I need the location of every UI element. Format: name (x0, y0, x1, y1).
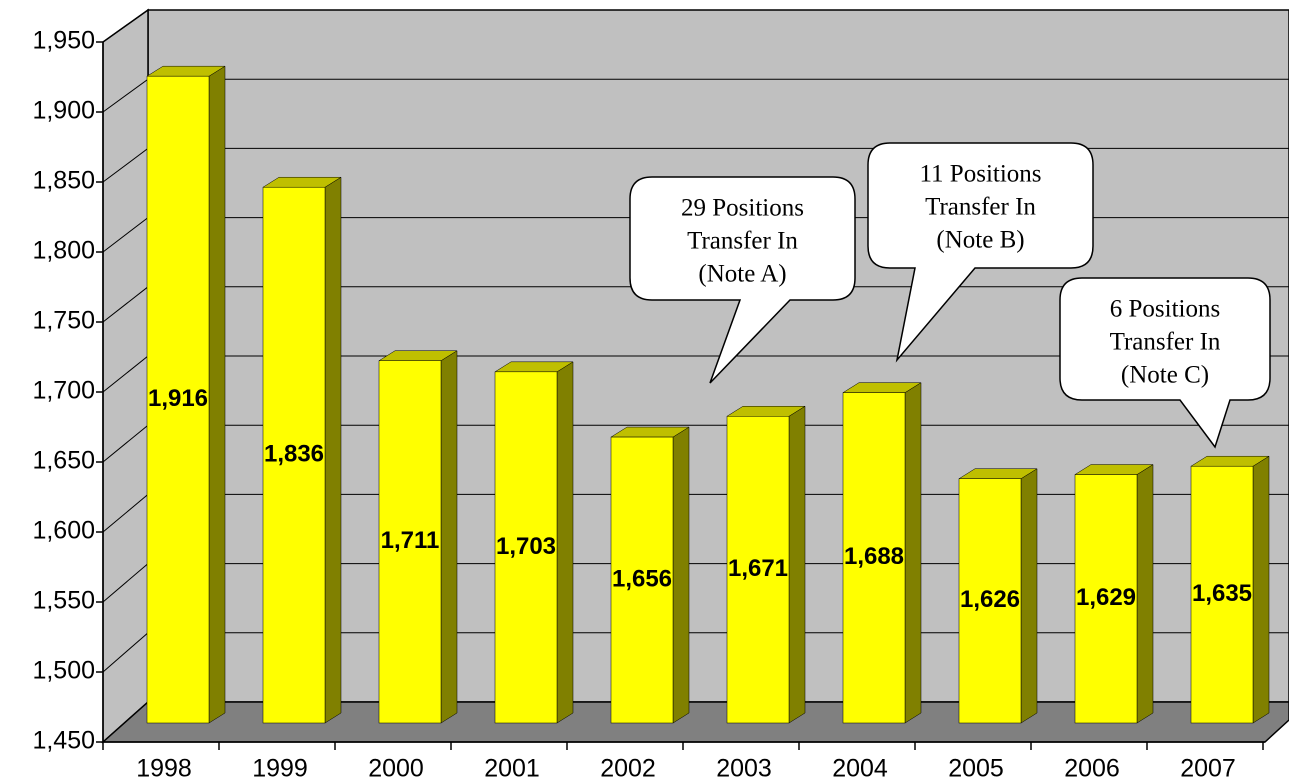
y-tick-label: 1,750 (32, 307, 95, 335)
bar (1074, 474, 1138, 724)
bar-side (1020, 468, 1038, 724)
annotation-text: (Note A) (698, 261, 786, 288)
y-tick-label: 1,700 (32, 377, 95, 405)
annotation-text: (Note B) (936, 227, 1024, 254)
value-label: 1,635 (1192, 580, 1252, 607)
bar-side (672, 426, 690, 724)
x-tick-label: 2001 (484, 755, 540, 782)
x-tick-label: 2005 (948, 755, 1004, 782)
bar-side (324, 176, 342, 724)
y-tick-label: 1,500 (32, 657, 95, 685)
bar-side (208, 65, 226, 724)
value-label: 1,671 (728, 555, 788, 582)
y-tick-label: 1,450 (32, 727, 95, 755)
callout (629, 176, 856, 384)
bar (1190, 465, 1254, 724)
value-label: 1,836 (264, 440, 324, 467)
bar (726, 416, 790, 724)
annotation-text: Transfer In (687, 228, 798, 255)
bar-side (440, 350, 458, 724)
value-label: 1,656 (612, 565, 672, 592)
x-tick-label: 1999 (252, 755, 308, 782)
bar-side (788, 405, 806, 724)
y-tick-label: 1,800 (32, 237, 95, 265)
bar-side (904, 382, 922, 724)
annotation-text: 6 Positions (1110, 296, 1220, 323)
x-tick-label: 2002 (600, 755, 656, 782)
value-label: 1,916 (148, 385, 208, 412)
y-tick-label: 1,600 (32, 517, 95, 545)
bar (378, 360, 442, 724)
bar (610, 436, 674, 724)
x-tick-label: 2007 (1180, 755, 1236, 782)
y-tick-label: 1,950 (32, 27, 95, 55)
y-tick-label: 1,550 (32, 587, 95, 615)
callout (1059, 277, 1271, 449)
y-tick-label: 1,650 (32, 447, 95, 475)
annotation-text: 11 Positions (919, 161, 1041, 188)
annotation-text: Transfer In (925, 194, 1036, 221)
x-tick-label: 2004 (832, 755, 888, 782)
bar-side (556, 361, 574, 724)
value-label: 1,703 (496, 533, 556, 560)
value-label: 1,626 (960, 586, 1020, 613)
callout (867, 142, 1094, 363)
bar (262, 186, 326, 724)
annotation-text: (Note C) (1121, 362, 1209, 389)
value-label: 1,711 (381, 527, 440, 554)
value-label: 1,688 (844, 543, 904, 570)
y-tick-label: 1,850 (32, 167, 95, 195)
x-tick-label: 2003 (716, 755, 772, 782)
x-tick-label: 1998 (136, 755, 192, 782)
y-tick-label: 1,900 (32, 97, 95, 125)
annotation-text: Transfer In (1110, 329, 1221, 356)
bar (494, 371, 558, 724)
value-label: 1,629 (1076, 584, 1136, 611)
bar (958, 478, 1022, 724)
bar (842, 392, 906, 724)
side-wall (102, 8, 149, 744)
bar-side (1136, 464, 1154, 724)
bar (146, 75, 210, 724)
x-tick-label: 2000 (368, 755, 424, 782)
bar-side (1252, 455, 1270, 724)
grid-line (102, 9, 1289, 43)
annotation-text: 29 Positions (681, 195, 804, 222)
x-tick-label: 2006 (1064, 755, 1120, 782)
